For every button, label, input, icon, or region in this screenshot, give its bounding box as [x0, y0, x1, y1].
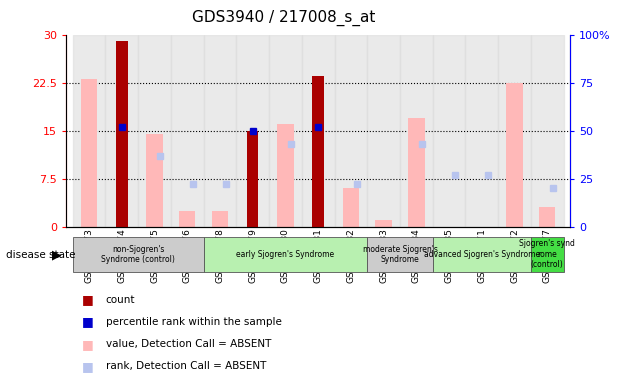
- Bar: [343, 188, 359, 227]
- Bar: [531, 35, 564, 227]
- Bar: [171, 35, 203, 227]
- Bar: [116, 41, 127, 227]
- Bar: [277, 124, 294, 227]
- Text: percentile rank within the sample: percentile rank within the sample: [106, 317, 282, 327]
- Bar: [531, 237, 564, 272]
- Bar: [498, 35, 531, 227]
- Bar: [269, 35, 302, 227]
- Text: GDS3940 / 217008_s_at: GDS3940 / 217008_s_at: [192, 10, 375, 26]
- Bar: [146, 134, 163, 227]
- Bar: [539, 207, 556, 227]
- Bar: [247, 131, 258, 227]
- Bar: [375, 220, 392, 227]
- Text: value, Detection Call = ABSENT: value, Detection Call = ABSENT: [106, 339, 272, 349]
- Bar: [408, 118, 425, 227]
- Text: non-Sjogren's
Syndrome (control): non-Sjogren's Syndrome (control): [101, 245, 175, 264]
- Bar: [335, 35, 367, 227]
- Bar: [507, 83, 523, 227]
- Bar: [367, 35, 400, 227]
- Bar: [72, 35, 105, 227]
- Bar: [138, 35, 171, 227]
- Text: ▶: ▶: [52, 248, 62, 261]
- Bar: [179, 210, 195, 227]
- Text: moderate Sjogren's
Syndrome: moderate Sjogren's Syndrome: [362, 245, 437, 264]
- Bar: [466, 35, 498, 227]
- Text: ■: ■: [82, 338, 94, 351]
- Bar: [72, 237, 203, 272]
- Text: early Sjogren's Syndrome: early Sjogren's Syndrome: [236, 250, 335, 259]
- Bar: [302, 35, 335, 227]
- Bar: [367, 237, 433, 272]
- Text: count: count: [106, 295, 135, 305]
- Bar: [400, 35, 433, 227]
- Bar: [212, 210, 228, 227]
- Bar: [433, 237, 531, 272]
- Bar: [312, 76, 324, 227]
- Bar: [236, 35, 269, 227]
- Bar: [433, 35, 466, 227]
- Text: ■: ■: [82, 360, 94, 373]
- Text: advanced Sjogren's Syndrome: advanced Sjogren's Syndrome: [424, 250, 540, 259]
- Bar: [105, 35, 138, 227]
- Text: Sjogren's synd
rome
(control): Sjogren's synd rome (control): [519, 240, 575, 269]
- Text: ■: ■: [82, 315, 94, 328]
- Text: ■: ■: [82, 293, 94, 306]
- Bar: [81, 79, 97, 227]
- Bar: [203, 35, 236, 227]
- Bar: [203, 237, 367, 272]
- Text: disease state: disease state: [6, 250, 76, 260]
- Text: rank, Detection Call = ABSENT: rank, Detection Call = ABSENT: [106, 361, 266, 371]
